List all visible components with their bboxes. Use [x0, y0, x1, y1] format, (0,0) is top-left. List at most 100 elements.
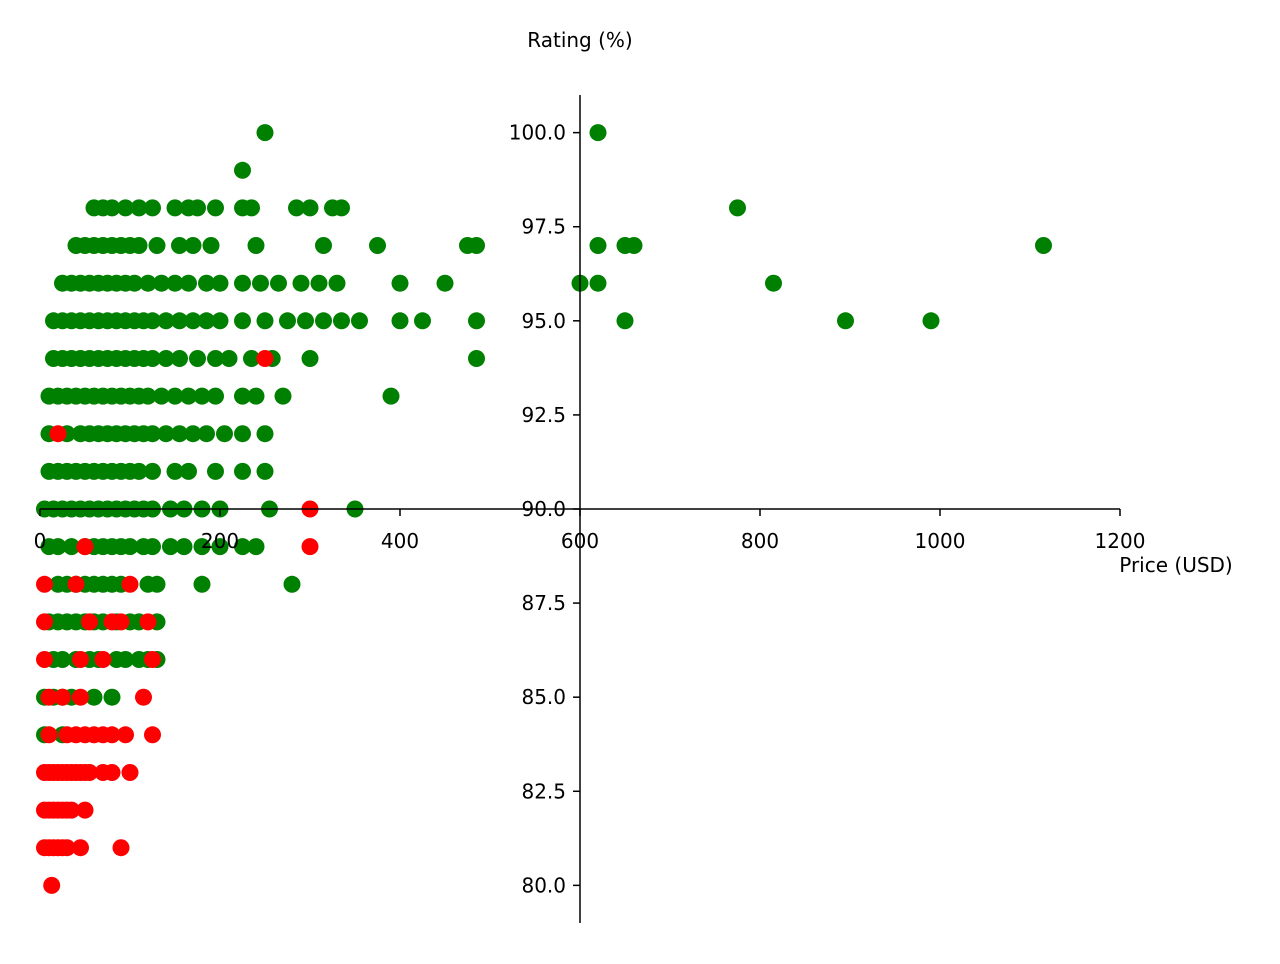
scatter-point — [247, 237, 265, 254]
scatter-point — [211, 538, 229, 556]
scatter-point — [216, 425, 233, 443]
y-tick-label: 95.0 — [521, 309, 566, 333]
scatter-point — [589, 274, 607, 292]
y-tick-label: 97.5 — [521, 215, 566, 239]
scatter-point — [301, 538, 319, 556]
scatter-point — [121, 764, 139, 781]
scatter-point — [207, 350, 224, 367]
scatter-point — [180, 274, 197, 292]
scatter-point — [139, 613, 157, 631]
scatter-point — [198, 274, 215, 292]
x-tick-label: 1200 — [1095, 529, 1146, 553]
scatter-point — [283, 575, 301, 593]
scatter-point — [468, 312, 485, 330]
scatter-point — [922, 312, 940, 330]
scatter-point — [292, 274, 310, 292]
scatter-point — [171, 312, 188, 330]
y-tick-label: 90.0 — [521, 497, 566, 521]
scatter-point — [382, 387, 400, 405]
scatter-point — [121, 575, 139, 593]
scatter-point — [49, 425, 67, 443]
scatter-point — [256, 312, 274, 330]
scatter-point — [36, 613, 53, 631]
scatter-point — [247, 538, 265, 556]
scatter-point — [468, 237, 485, 254]
scatter-point — [157, 312, 175, 330]
scatter-point — [40, 688, 58, 706]
scatter-point — [85, 688, 103, 706]
points-layer — [36, 124, 1052, 894]
x-ticks: 0 200 400 600 800 1000 1200 — [34, 509, 1146, 553]
scatter-point — [279, 312, 296, 330]
scatter-point — [72, 688, 89, 706]
scatter-point — [391, 312, 409, 330]
scatter-point — [256, 462, 274, 480]
scatter-point — [297, 312, 314, 330]
scatter-point — [130, 237, 148, 254]
scatter-point — [1035, 237, 1052, 254]
scatter-point — [207, 462, 224, 480]
scatter-point — [234, 161, 251, 179]
scatter-point — [589, 124, 607, 142]
y-tick-label: 80.0 — [521, 873, 566, 897]
scatter-point — [274, 387, 292, 405]
scatter-point — [81, 613, 98, 631]
scatter-point — [247, 387, 265, 405]
scatter-point — [54, 651, 71, 668]
scatter-point — [63, 801, 80, 819]
scatter-point — [468, 350, 485, 367]
scatter-point — [103, 688, 121, 706]
scatter-point — [436, 274, 454, 292]
x-tick-label: 200 — [201, 529, 239, 553]
scatter-point — [157, 350, 175, 367]
scatter-point — [117, 199, 134, 217]
scatter-point — [220, 350, 238, 367]
scatter-point — [193, 538, 211, 556]
scatter-point — [175, 538, 193, 556]
scatter-point — [43, 876, 61, 894]
scatter-point — [76, 538, 94, 556]
scatter-point — [180, 462, 197, 480]
scatter-point — [144, 199, 161, 217]
scatter-point — [130, 462, 148, 480]
x-tick-label: 400 — [381, 529, 419, 553]
x-tick-label: 0 — [34, 529, 47, 553]
y-tick-label: 100.0 — [509, 121, 566, 145]
scatter-point — [256, 350, 274, 367]
scatter-point — [184, 425, 202, 443]
scatter-point — [837, 312, 854, 330]
scatter-point — [180, 387, 197, 405]
scatter-point — [351, 312, 368, 330]
scatter-point — [315, 312, 332, 330]
scatter-point — [166, 462, 184, 480]
y-tick-label: 82.5 — [521, 779, 566, 803]
scatter-point — [171, 237, 188, 254]
scatter-point — [117, 726, 134, 744]
x-axis-label: Price (USD) — [1119, 553, 1233, 577]
scatter-point — [189, 199, 206, 217]
scatter-point — [153, 274, 170, 292]
scatter-point — [234, 538, 251, 556]
scatter-point — [333, 199, 350, 217]
scatter-point — [153, 387, 170, 405]
scatter-point — [144, 462, 161, 480]
y-tick-label: 85.0 — [521, 685, 566, 709]
scatter-point — [625, 237, 643, 254]
scatter-point — [67, 575, 85, 593]
scatter-point — [40, 726, 58, 744]
scatter-point — [76, 801, 94, 819]
x-tick-label: 1000 — [915, 529, 966, 553]
scatter-point — [234, 462, 251, 480]
scatter-point — [112, 839, 130, 857]
scatter-point — [54, 688, 71, 706]
scatter-point — [414, 312, 431, 330]
scatter-point — [234, 425, 251, 443]
scatter-point — [166, 199, 184, 217]
scatter-point — [729, 199, 746, 217]
scatter-point — [103, 726, 121, 744]
scatter-point — [391, 274, 409, 292]
scatter-point — [310, 274, 328, 292]
scatter-point — [315, 237, 332, 254]
scatter-point — [103, 199, 121, 217]
